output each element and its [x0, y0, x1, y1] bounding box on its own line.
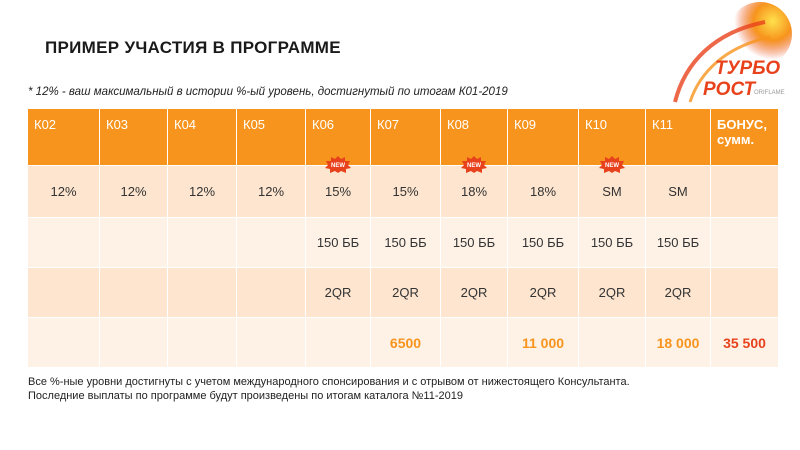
flame-icon	[728, 2, 792, 66]
level-cell: 12%	[27, 165, 100, 218]
qr-cell: 2QR	[440, 267, 508, 318]
qr-cell: 2QR	[370, 267, 441, 318]
bonus-cell	[236, 317, 306, 368]
logo-line1: ТУРБО	[715, 58, 780, 79]
new-badge-label: NEW	[467, 163, 481, 169]
bb-cell	[99, 217, 168, 268]
header-cell: К03	[99, 108, 168, 166]
level-cell: NEW SM	[578, 156, 646, 218]
level-value: 15%	[324, 184, 352, 199]
bb-cell: 150 ББ	[578, 217, 646, 268]
qr-cell: 2QR	[645, 267, 711, 318]
level-cell	[710, 165, 779, 218]
header-cell: БОНУС, сумм.	[710, 108, 779, 166]
new-badge-label: NEW	[605, 163, 619, 169]
table-row-qr: 2QR 2QR 2QR 2QR 2QR 2QR	[27, 267, 779, 318]
header-cell: К02	[27, 108, 100, 166]
level-value: SM	[602, 184, 622, 199]
qr-cell	[710, 267, 779, 318]
footer-line-1: Все %-ные уровни достигнуты с учетом меж…	[28, 376, 630, 388]
table-row-bonus: 6500 11 000 18 000 35 500	[27, 317, 779, 368]
qr-cell: 2QR	[507, 267, 579, 318]
bb-cell: 150 ББ	[507, 217, 579, 268]
bonus-cell	[305, 317, 371, 368]
qr-cell	[167, 267, 237, 318]
level-cell: 12%	[236, 165, 306, 218]
header-cell: К09	[507, 108, 579, 166]
bonus-cell	[99, 317, 168, 368]
bb-cell: 150 ББ	[440, 217, 508, 268]
level-cell: NEW 18%	[440, 156, 508, 218]
bb-cell: 150 ББ	[645, 217, 711, 268]
level-cell: 12%	[99, 165, 168, 218]
new-badge-icon: NEW	[599, 156, 625, 173]
bonus-cell	[27, 317, 100, 368]
turbo-rost-logo: ТУРБО РОСТ ORIFLAME	[673, 2, 792, 103]
bonus-cell: 6500	[370, 317, 441, 368]
bb-cell: 150 ББ	[305, 217, 371, 268]
qr-cell: 2QR	[305, 267, 371, 318]
bonus-cell	[578, 317, 646, 368]
header-cell: К05	[236, 108, 306, 166]
new-badge-label: NEW	[331, 163, 345, 169]
new-badge-icon: NEW	[325, 156, 351, 173]
header-cell: К04	[167, 108, 237, 166]
bonus-cell	[440, 317, 508, 368]
page-title: ПРИМЕР УЧАСТИЯ В ПРОГРАММЕ	[45, 38, 341, 57]
table-row-bb: 150 ББ 150 ББ 150 ББ 150 ББ 150 ББ 150 ББ	[27, 217, 779, 268]
participation-table: К02 К03 К04 К05 К06 К07 К08 К09 К10 К11 БОНУС, сум…	[27, 108, 779, 368]
footnote-max-level: * 12% - ваш максимальный в истории %-ый …	[28, 86, 508, 98]
bonus-cell: 11 000	[507, 317, 579, 368]
footer-line-2: Последние выплаты по программе будут про…	[28, 390, 463, 402]
level-value: 18%	[460, 184, 488, 199]
bonus-cell: 35 500	[710, 317, 779, 368]
header-cell: К07	[370, 108, 441, 166]
table-row-levels: 12% 12% 12% 12% NEW 15% 15% NEW 18% 18% NEW SM SM	[27, 156, 779, 218]
level-cell: 12%	[167, 165, 237, 218]
bonus-cell	[167, 317, 237, 368]
bb-cell	[236, 217, 306, 268]
new-badge-icon: NEW	[461, 156, 487, 173]
header-cell: К11	[645, 108, 711, 166]
qr-cell	[99, 267, 168, 318]
logo-brand: ORIFLAME	[754, 90, 785, 96]
level-cell: 18%	[507, 165, 579, 218]
qr-cell	[236, 267, 306, 318]
bb-cell: 150 ББ	[370, 217, 441, 268]
bb-cell	[710, 217, 779, 268]
qr-cell: 2QR	[578, 267, 646, 318]
logo-line2: РОСТ	[703, 79, 756, 100]
bb-cell	[27, 217, 100, 268]
level-cell: SM	[645, 165, 711, 218]
level-cell: NEW 15%	[305, 156, 371, 218]
level-cell: 15%	[370, 165, 441, 218]
qr-cell	[27, 267, 100, 318]
bb-cell	[167, 217, 237, 268]
bonus-cell: 18 000	[645, 317, 711, 368]
table-header-row: К02 К03 К04 К05 К06 К07 К08 К09 К10 К11 БОНУС, сум…	[27, 108, 779, 166]
footer-notes: Все %-ные уровни достигнуты с учетом меж…	[28, 375, 630, 403]
